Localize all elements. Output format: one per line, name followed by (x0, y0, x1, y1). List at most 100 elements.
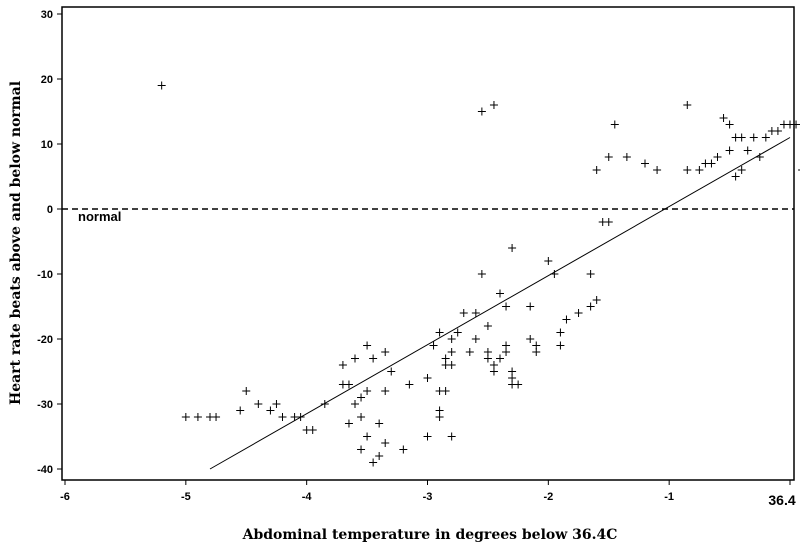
data-point (592, 166, 601, 174)
data-point (363, 432, 372, 441)
regression-line (209, 137, 791, 470)
x-tick-label: -6 (60, 491, 70, 503)
y-tick-label: 10 (41, 139, 53, 151)
data-point (792, 120, 800, 129)
data-point (737, 166, 746, 174)
data-point (369, 354, 378, 363)
data-point (743, 146, 752, 155)
x-tick-label: -1 (664, 491, 674, 503)
data-point (477, 107, 486, 116)
data-point (423, 374, 432, 382)
data-point (423, 432, 432, 441)
data-point (278, 413, 287, 421)
data-point (604, 218, 613, 226)
data-point (483, 354, 492, 363)
data-point (526, 335, 535, 343)
data-point (453, 328, 462, 337)
data-point (683, 166, 692, 174)
data-point (381, 387, 390, 395)
data-point (532, 348, 541, 356)
data-point (351, 400, 359, 408)
data-point (489, 101, 498, 109)
data-point (725, 146, 734, 155)
data-point (514, 380, 523, 389)
data-point (344, 419, 353, 428)
data-point (381, 348, 390, 356)
data-point (550, 270, 559, 278)
data-point (405, 380, 414, 389)
data-point (272, 400, 281, 408)
data-point (592, 296, 601, 304)
data-point (351, 354, 359, 363)
data-point (387, 367, 396, 376)
x-axis-title: Abdominal temperature in degrees below 3… (242, 527, 618, 543)
data-point (254, 400, 263, 408)
data-point (381, 439, 390, 447)
data-point (556, 328, 565, 337)
data-point (502, 341, 511, 350)
data-point (447, 348, 456, 356)
data-points (157, 81, 800, 467)
data-point (429, 341, 438, 350)
data-point (320, 400, 329, 408)
data-point (731, 172, 740, 181)
data-point (236, 406, 245, 415)
data-point (713, 153, 722, 161)
data-point (471, 335, 480, 343)
data-point (496, 354, 504, 363)
data-point (586, 270, 595, 278)
data-point (725, 120, 734, 129)
data-point (773, 127, 782, 135)
data-point (719, 114, 728, 122)
data-point (435, 328, 444, 337)
data-point (157, 81, 166, 90)
data-point (447, 361, 456, 369)
data-point (212, 413, 221, 421)
data-point (242, 387, 251, 395)
data-point (296, 413, 305, 421)
data-point (586, 302, 595, 311)
reference-line-group: normal (62, 208, 794, 224)
data-point (266, 406, 275, 415)
x-tick-label: -4 (302, 491, 313, 503)
data-point (338, 361, 347, 369)
data-point (465, 348, 474, 356)
data-point (496, 289, 504, 298)
normal-reference-label: normal (78, 209, 121, 224)
data-point (508, 244, 517, 252)
data-point (357, 445, 366, 454)
data-point (798, 169, 800, 171)
data-point (610, 120, 619, 129)
data-point (556, 341, 565, 350)
data-point (526, 302, 535, 311)
data-point (562, 315, 571, 324)
y-tick-label: -10 (37, 269, 53, 281)
y-axis-title: Heart rate beats above and below normal (8, 81, 24, 405)
data-point (695, 166, 704, 174)
data-point (641, 159, 649, 168)
data-point (477, 270, 486, 278)
data-point (755, 153, 764, 161)
data-point (308, 426, 317, 434)
data-point (622, 153, 631, 161)
data-point (369, 458, 378, 467)
data-point (447, 335, 456, 343)
data-point (399, 445, 408, 454)
y-tick-label: 20 (41, 74, 53, 86)
data-point (653, 166, 662, 174)
data-point (363, 387, 372, 395)
data-point (749, 133, 758, 142)
data-point (459, 309, 468, 317)
data-point (357, 393, 366, 402)
data-point (489, 367, 498, 376)
y-tick-label: -30 (37, 399, 53, 411)
data-point (737, 133, 746, 142)
data-point (441, 387, 450, 395)
data-point (435, 406, 444, 415)
axis-ticks: -6 -5 -4 -3 -2 -1 36.4 -40 -30 -20 -10 0 10 20 30 (37, 9, 796, 508)
data-point (604, 153, 613, 161)
x-tick-label: -2 (543, 491, 553, 503)
data-point (181, 413, 190, 421)
data-point (375, 419, 384, 428)
